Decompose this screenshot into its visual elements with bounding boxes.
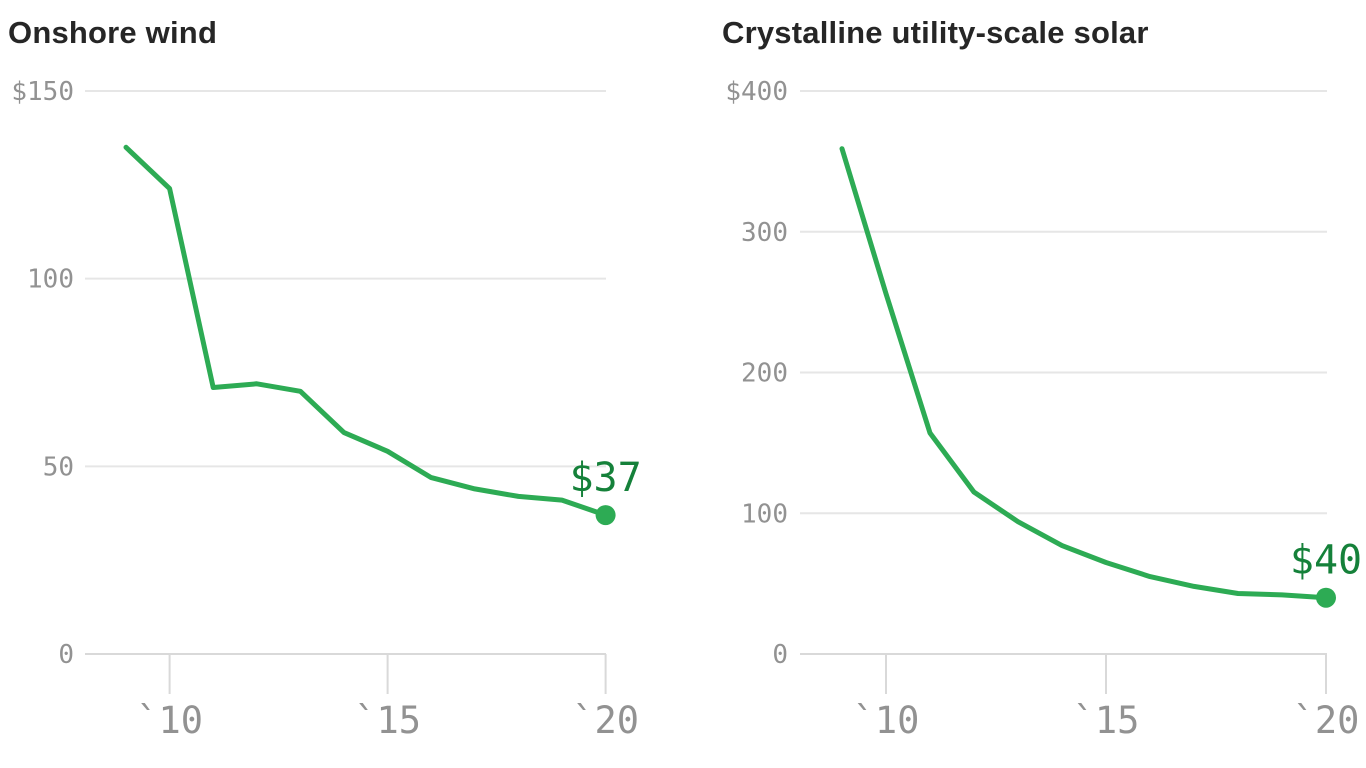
y-tick-label: 0 [772, 640, 788, 670]
x-tick-label: `10 [136, 699, 203, 742]
end-point-dot [1316, 587, 1336, 608]
y-tick-label: 50 [43, 452, 74, 482]
x-axis: `10 `15 `20 [853, 654, 1360, 742]
y-gridlines: 0 50 100 $150 [11, 77, 606, 670]
price-line [839, 146, 1329, 601]
end-point-dot [595, 505, 616, 526]
y-gridlines: 0 100 200 300 $400 [725, 77, 1327, 670]
chart-title-onshore-wind: Onshore wind [8, 15, 217, 50]
end-value-label: $40 [1290, 538, 1362, 584]
end-value-label: $37 [569, 455, 641, 501]
chart-utility-scale-solar: Crystalline utility-scale solar 0 100 200 3… [722, 15, 1362, 742]
x-tick-label: `15 [354, 699, 421, 742]
y-tick-label: 100 [27, 265, 74, 295]
x-tick-label: `20 [1293, 699, 1360, 742]
price-line [123, 144, 609, 518]
y-tick-label: 0 [58, 640, 74, 670]
y-tick-label: 300 [741, 218, 788, 248]
y-tick-label: 200 [741, 359, 788, 389]
y-tick-label: 100 [741, 499, 788, 529]
y-tick-label: $150 [11, 77, 74, 107]
x-tick-label: `10 [853, 699, 920, 742]
x-tick-label: `15 [1073, 699, 1140, 742]
chart-title-solar: Crystalline utility-scale solar [722, 15, 1149, 50]
y-tick-label: $400 [725, 77, 788, 107]
x-tick-label: `20 [572, 699, 639, 742]
chart-onshore-wind: Onshore wind 0 50 100 $150 `10 `15 `20 $37 [8, 15, 642, 742]
x-axis: `10 `15 `20 [136, 654, 639, 742]
